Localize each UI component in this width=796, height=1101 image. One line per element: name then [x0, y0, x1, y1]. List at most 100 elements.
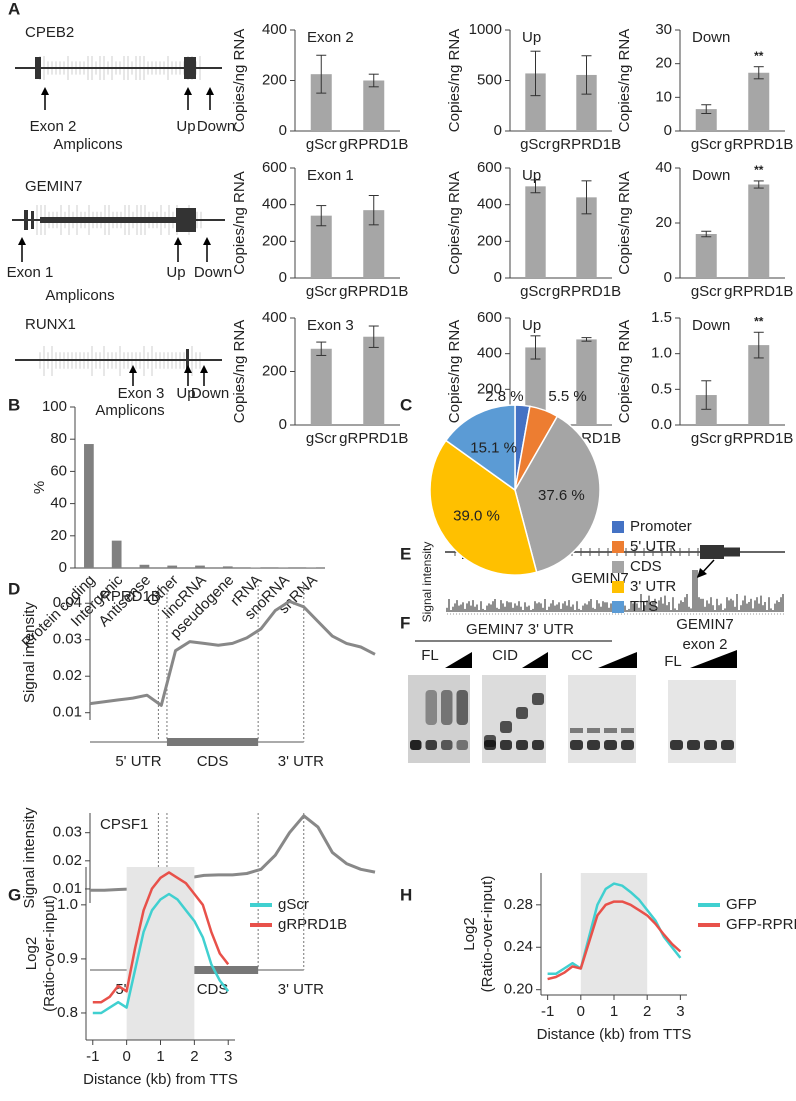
band — [532, 740, 544, 750]
band — [516, 740, 528, 750]
y-tick-label: 600 — [477, 159, 502, 176]
y-tick-label: 0 — [494, 122, 502, 139]
legend-label: TTS — [630, 598, 658, 615]
chart-title: Down — [692, 29, 730, 46]
exon — [184, 57, 196, 79]
y-axis-label: Copies/ng RNA — [231, 171, 248, 274]
y-tick-label: 0 — [59, 559, 67, 576]
bar — [576, 74, 597, 131]
panel-label: F — [400, 613, 410, 632]
y-tick-label: 1000 — [469, 21, 502, 38]
amplicon-caption: Amplicons — [95, 402, 164, 419]
wedge — [522, 652, 548, 668]
line-series — [92, 871, 230, 1004]
line-series — [92, 892, 230, 1015]
y-tick-label: 0 — [664, 122, 672, 139]
chart-title: CPSF1 — [100, 816, 148, 833]
panel-label: A — [8, 0, 20, 18]
y-tick-label: 20 — [655, 214, 672, 231]
y-tick-label: 0.5 — [651, 380, 672, 397]
y-tick-label: 0.04 — [53, 594, 82, 611]
exon — [176, 208, 196, 232]
x-tick-label: 0 — [577, 1003, 585, 1020]
x-axis-label: Distance (kb) from TTS — [537, 1026, 692, 1043]
y-tick-label: 200 — [262, 71, 287, 88]
y-axis-label: Copies/ng RNA — [446, 29, 463, 132]
y-axis-label: Copies/ng RNA — [616, 320, 633, 423]
x-tick-label: gRPRD1B — [552, 136, 621, 153]
control-title: exon 2 — [682, 636, 727, 653]
y-tick-label: 80 — [50, 430, 67, 447]
band — [621, 740, 634, 750]
lane-label: CID — [492, 647, 518, 664]
y-tick-label: 0.02 — [53, 852, 82, 869]
band — [456, 740, 468, 750]
panel-label: D — [8, 579, 20, 598]
x-tick-label: gScr — [306, 136, 337, 153]
legend-label: gRPRD1B — [278, 916, 347, 933]
y-tick-label: 200 — [262, 362, 287, 379]
y-tick-label: 400 — [262, 309, 287, 326]
bar — [111, 540, 122, 568]
bar — [576, 197, 597, 278]
shift — [587, 728, 600, 733]
x-tick-label: 1 — [156, 1048, 164, 1065]
region-label: 3' UTR — [278, 753, 324, 770]
legend-swatch — [612, 581, 624, 593]
band — [704, 740, 717, 750]
y-tick-label: 0.28 — [504, 896, 533, 913]
control-title: GEMIN7 — [676, 616, 734, 633]
gene-name: CPEB2 — [25, 24, 74, 41]
y-tick-label: 40 — [655, 159, 672, 176]
exon — [31, 211, 34, 229]
bar — [525, 73, 546, 131]
y-tick-label: 600 — [262, 159, 287, 176]
arrow-head — [41, 87, 49, 95]
significance: ** — [754, 314, 764, 328]
y-tick-label: 0.03 — [53, 824, 82, 841]
legend-label: GFP-RPRD1B — [726, 916, 796, 933]
shift — [621, 728, 634, 733]
x-tick-label: 1 — [610, 1003, 618, 1020]
bar — [695, 234, 717, 278]
slice-label: 37.6 % — [538, 487, 585, 504]
y-tick-label: 400 — [262, 196, 287, 213]
x-axis-label: Distance (kb) from TTS — [83, 1071, 238, 1088]
y-tick-label: 0.8 — [57, 1004, 78, 1021]
amplicon-label: Exon 3 — [118, 385, 165, 402]
panel-label: C — [400, 395, 412, 414]
legend-swatch — [612, 561, 624, 573]
y-tick-label: 0.01 — [53, 704, 82, 721]
arrow-head — [200, 365, 208, 373]
highlight — [126, 867, 195, 1040]
region-label: CDS — [197, 753, 229, 770]
slice-label: 2.8 % — [485, 388, 523, 405]
slice-label: 5.5 % — [548, 388, 586, 405]
legend-swatch — [612, 521, 624, 533]
chart-title: Up — [522, 29, 541, 46]
arrow-head — [129, 365, 137, 373]
x-tick-label: -1 — [541, 1003, 554, 1020]
x-tick-label: 0 — [122, 1048, 130, 1065]
y-tick-label: 0 — [494, 269, 502, 286]
y-tick-label: 200 — [477, 232, 502, 249]
y-tick-label: 400 — [262, 21, 287, 38]
x-tick-label: -1 — [86, 1048, 99, 1065]
bar — [748, 184, 770, 278]
bar — [525, 186, 546, 278]
y-tick-label: 0 — [279, 122, 287, 139]
arrow-head — [203, 237, 211, 245]
chart-title: RPRD1B — [100, 588, 161, 605]
x-tick-label: gRPRD1B — [339, 136, 408, 153]
x-tick-label: 3 — [224, 1048, 232, 1065]
region-label: 3' UTR — [278, 981, 324, 998]
y-tick-label: 500 — [477, 71, 502, 88]
y-tick-label: 600 — [477, 309, 502, 326]
y-tick-label: 200 — [477, 380, 502, 397]
exon — [24, 210, 28, 230]
lane-label: FL — [421, 647, 439, 664]
panel-label: G — [8, 885, 21, 904]
y-axis-label: Log2 — [461, 917, 478, 950]
y-tick-label: 0.20 — [504, 981, 533, 998]
